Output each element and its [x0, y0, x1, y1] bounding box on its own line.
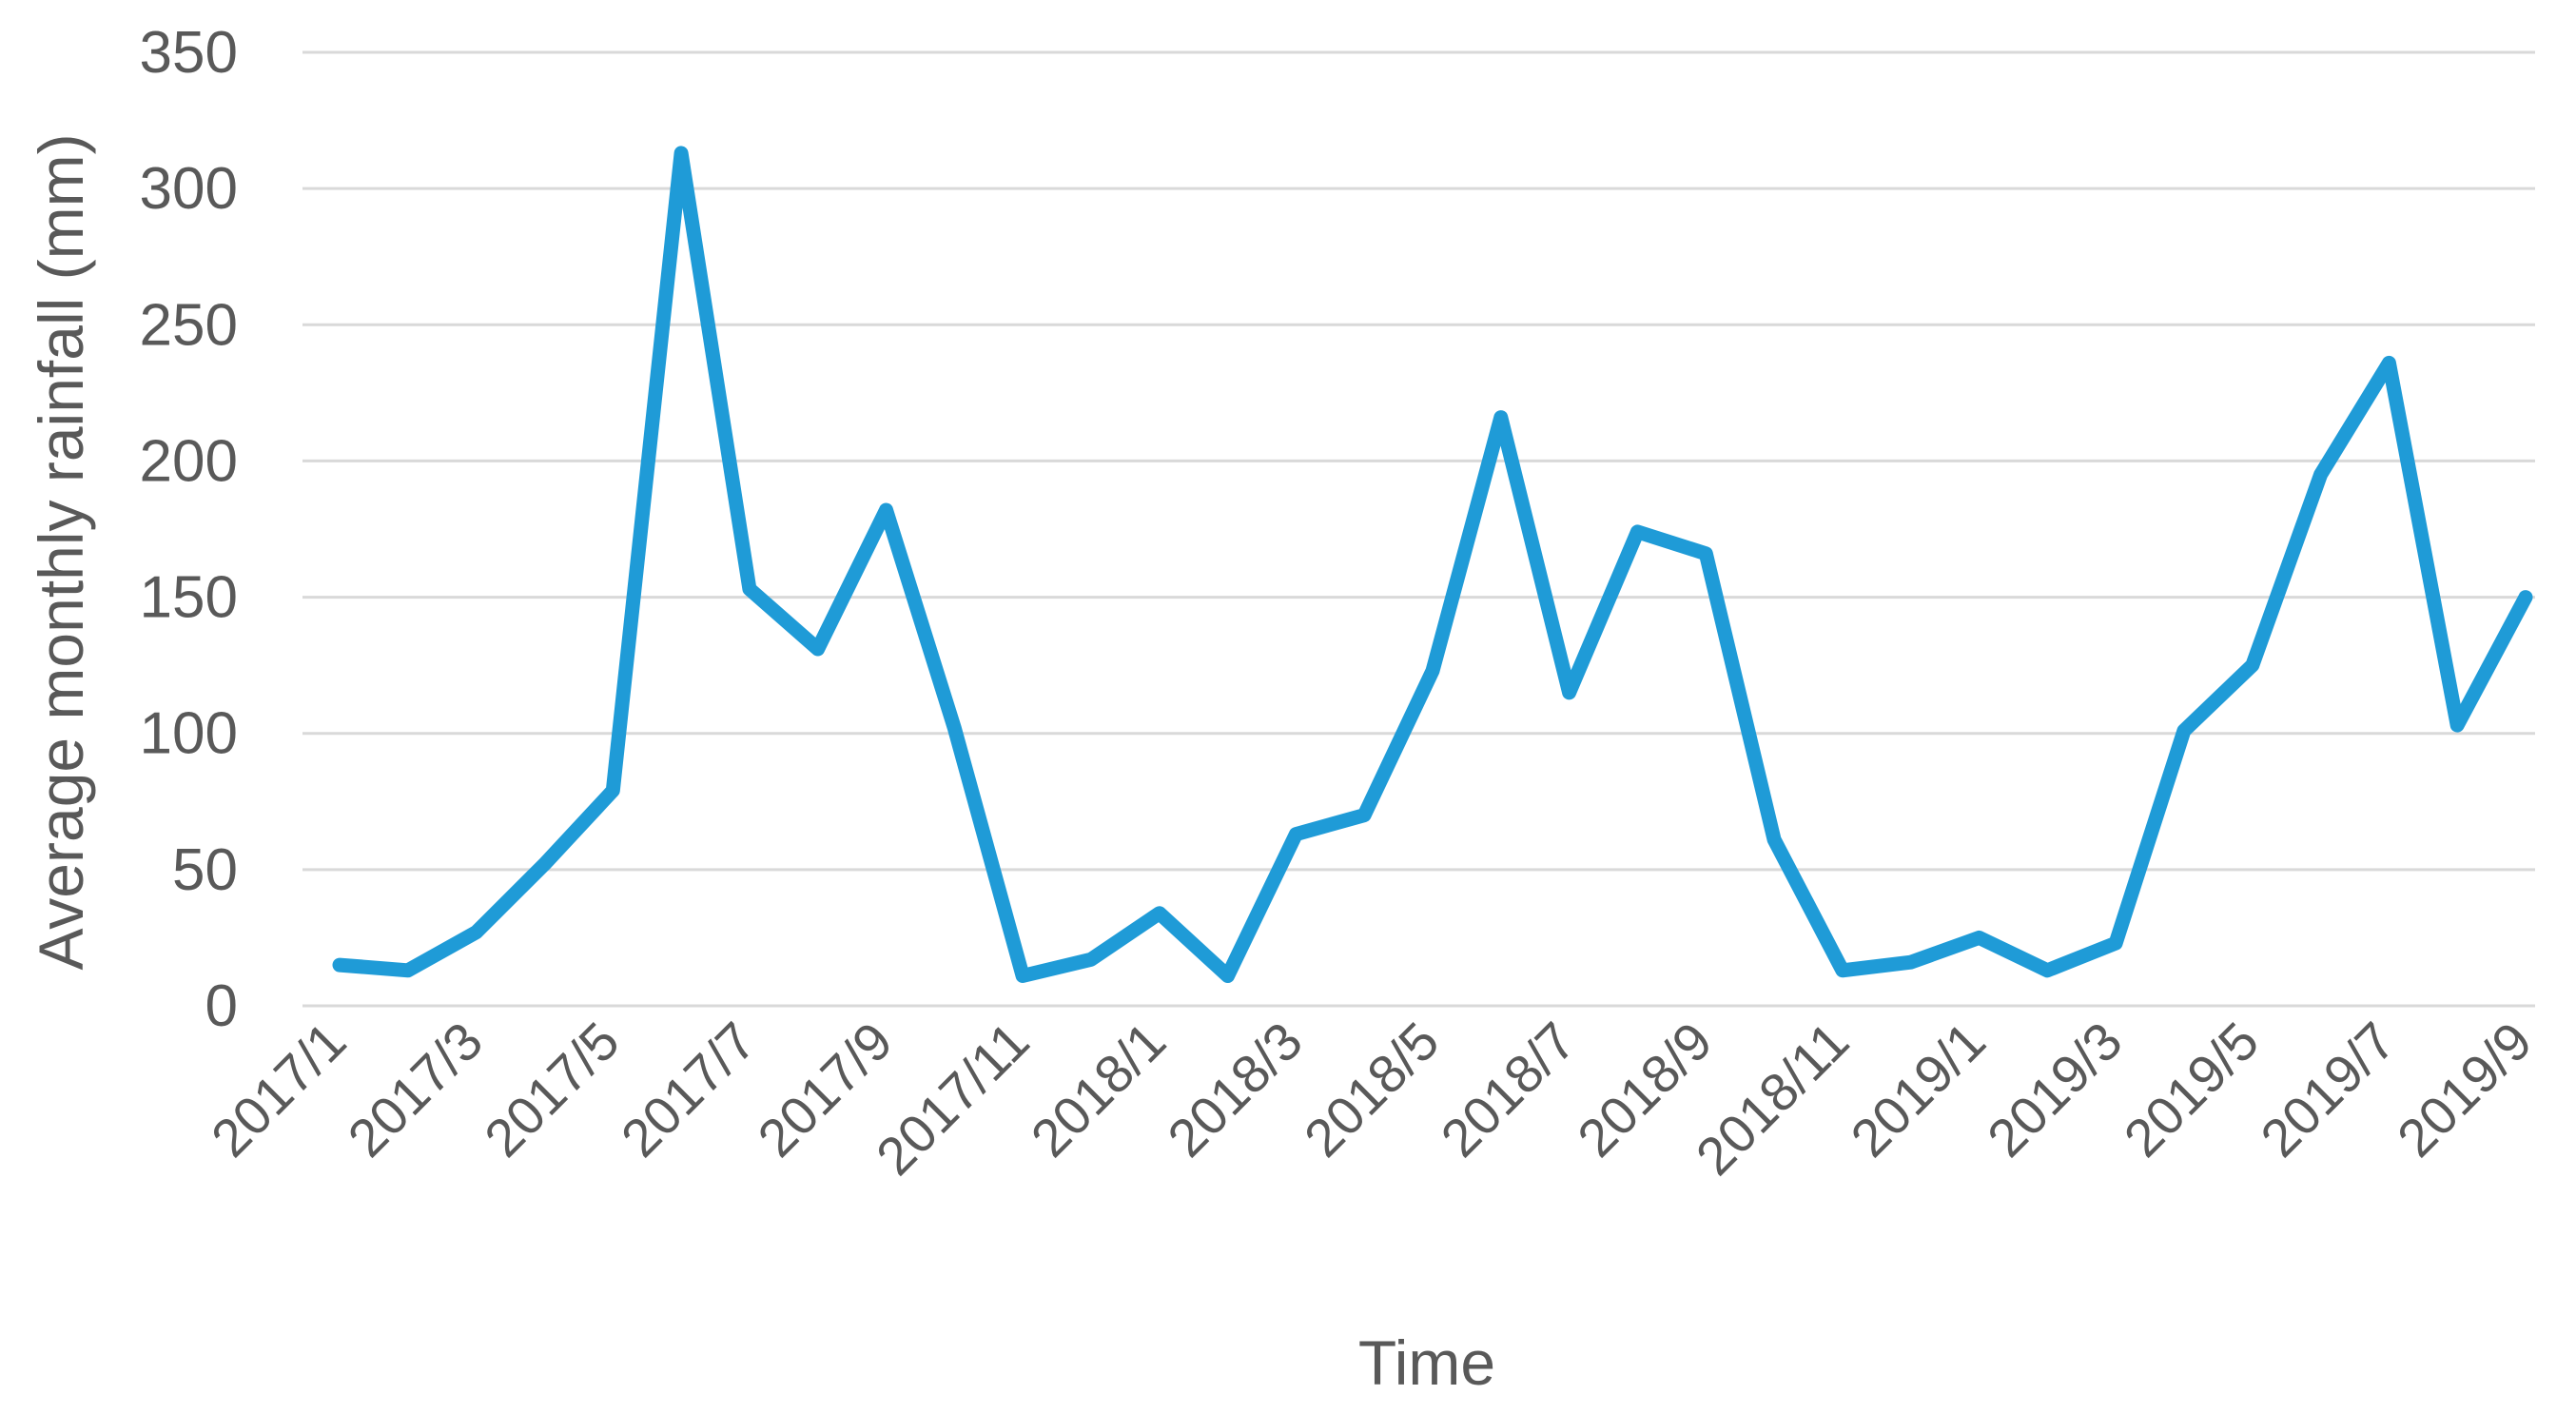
data-point — [2525, 597, 2527, 599]
x-tick-label: 2017/3 — [336, 1011, 494, 1169]
data-point — [2046, 970, 2048, 972]
x-tick-label: 2017/11 — [865, 1011, 1041, 1187]
y-axis-title: Average monthly rainfall (mm) — [26, 133, 96, 970]
x-tick-label: 2018/11 — [1685, 1011, 1861, 1187]
y-axis-ticks: 0 50 100 150 200 250 300 350 — [140, 20, 238, 1039]
data-point — [1363, 815, 1365, 816]
data-point — [1090, 958, 1092, 960]
data-point — [612, 790, 614, 792]
y-tick-label: 200 — [140, 428, 238, 494]
data-point — [1979, 936, 1981, 938]
data-point — [1910, 961, 1912, 963]
y-tick-label: 150 — [140, 565, 238, 631]
data-point — [339, 964, 341, 966]
data-point — [817, 648, 819, 650]
x-tick-label: 2019/5 — [2113, 1011, 2271, 1169]
y-tick-label: 50 — [172, 837, 238, 903]
data-point — [749, 588, 751, 590]
data-point — [680, 152, 682, 154]
y-tick-label: 350 — [140, 20, 238, 86]
data-point — [1773, 838, 1775, 840]
data-point — [1842, 970, 1844, 972]
x-tick-label: 2017/5 — [473, 1011, 631, 1169]
data-point — [1636, 531, 1638, 533]
data-point — [1569, 692, 1571, 694]
data-point — [1432, 670, 1434, 672]
x-axis-title: Time — [1358, 1327, 1495, 1398]
data-point — [1022, 975, 1024, 977]
data-point — [2388, 362, 2390, 364]
data-point — [2115, 942, 2117, 944]
y-tick-label: 300 — [140, 156, 238, 222]
y-tick-label: 0 — [205, 973, 238, 1039]
x-tick-label: 2018/7 — [1429, 1011, 1587, 1169]
data-point — [1159, 913, 1161, 914]
data-point — [1500, 417, 1502, 419]
data-point — [1227, 975, 1229, 977]
x-tick-label: 2018/5 — [1293, 1011, 1451, 1169]
x-tick-label: 2019/1 — [1839, 1011, 1997, 1169]
y-tick-label: 100 — [140, 701, 238, 767]
data-point — [2320, 474, 2322, 476]
x-tick-label: 2019/3 — [1976, 1011, 2134, 1169]
series-layer — [332, 146, 2533, 983]
x-tick-label: 2019/7 — [2249, 1011, 2407, 1169]
x-tick-label: 2017/7 — [610, 1011, 768, 1169]
data-point — [543, 863, 545, 865]
y-tick-label: 250 — [140, 292, 238, 358]
x-tick-label: 2018/3 — [1156, 1011, 1314, 1169]
x-tick-label: 2019/9 — [2386, 1011, 2544, 1169]
data-point — [407, 970, 409, 972]
data-point — [1295, 834, 1297, 835]
data-point — [1705, 553, 1707, 555]
data-point — [476, 932, 478, 934]
data-point — [886, 509, 888, 511]
data-point — [2252, 664, 2254, 666]
data-point — [2456, 724, 2458, 726]
x-tick-label: 2018/1 — [1020, 1011, 1178, 1169]
data-point — [953, 727, 955, 729]
data-point — [2183, 730, 2185, 732]
series-line-rainfall — [332, 146, 2533, 983]
x-axis-ticks: 2017/12017/32017/52017/72017/92017/11201… — [200, 1011, 2544, 1187]
